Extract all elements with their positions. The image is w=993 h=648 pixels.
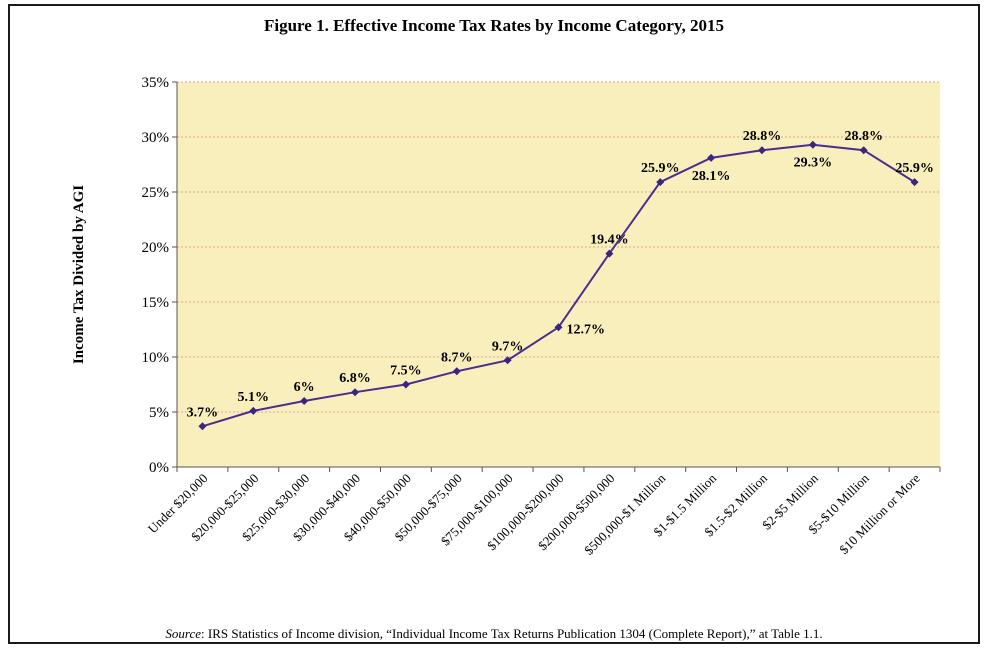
data-point-marker	[859, 146, 868, 155]
data-label: 6%	[294, 380, 315, 395]
y-tick-label: 25%	[142, 185, 170, 201]
y-tick-label: 10%	[142, 350, 170, 366]
y-tick-label: 5%	[149, 405, 169, 421]
y-tick-label: 20%	[142, 240, 170, 256]
y-axis-label: Income Tax Divided by AGI	[71, 185, 87, 364]
data-label: 5.1%	[238, 390, 270, 405]
data-label: 9.7%	[492, 339, 524, 354]
figure-frame: Figure 1. Effective Income Tax Rates by …	[8, 4, 980, 644]
y-tick-label: 0%	[149, 460, 169, 476]
data-label: 19.4%	[590, 233, 629, 248]
data-point-marker	[198, 422, 207, 431]
data-point-marker	[452, 367, 461, 376]
source-label: Source	[165, 626, 201, 641]
data-label: 28.1%	[692, 169, 731, 184]
y-tick-label: 35%	[142, 75, 170, 91]
data-label: 3.7%	[187, 405, 219, 420]
data-point-marker	[757, 146, 766, 155]
data-label: 29.3%	[794, 156, 833, 171]
data-label: 25.9%	[641, 161, 680, 176]
data-point-marker	[656, 178, 665, 187]
data-label: 25.9%	[895, 161, 934, 176]
data-label: 12.7%	[567, 322, 606, 337]
data-label: 28.8%	[844, 129, 883, 144]
chart-title: Figure 1. Effective Income Tax Rates by …	[263, 16, 725, 35]
data-label: 7.5%	[390, 364, 422, 379]
data-point-marker	[249, 406, 258, 415]
data-label: 28.8%	[743, 129, 782, 144]
data-point-marker	[351, 388, 360, 397]
y-tick-label: 15%	[142, 295, 170, 311]
source-text: : IRS Statistics of Income division, “In…	[201, 626, 823, 641]
data-point-marker	[300, 397, 309, 405]
data-point-marker	[910, 178, 919, 187]
data-point-marker	[401, 380, 410, 389]
data-label: 8.7%	[441, 350, 473, 365]
data-point-marker	[554, 323, 563, 332]
source-note: Source: IRS Statistics of Income divisio…	[10, 626, 978, 642]
data-label: 6.8%	[339, 371, 371, 386]
plot-area	[177, 82, 940, 467]
data-point-marker	[605, 249, 614, 258]
data-point-marker	[503, 356, 512, 365]
data-point-marker	[707, 153, 716, 162]
y-tick-label: 30%	[142, 130, 170, 146]
data-point-marker	[808, 140, 817, 149]
line-chart: 0% 5% 10% 15% 20% 25% 30% 35% Income Tax Divided…	[71, 75, 941, 558]
